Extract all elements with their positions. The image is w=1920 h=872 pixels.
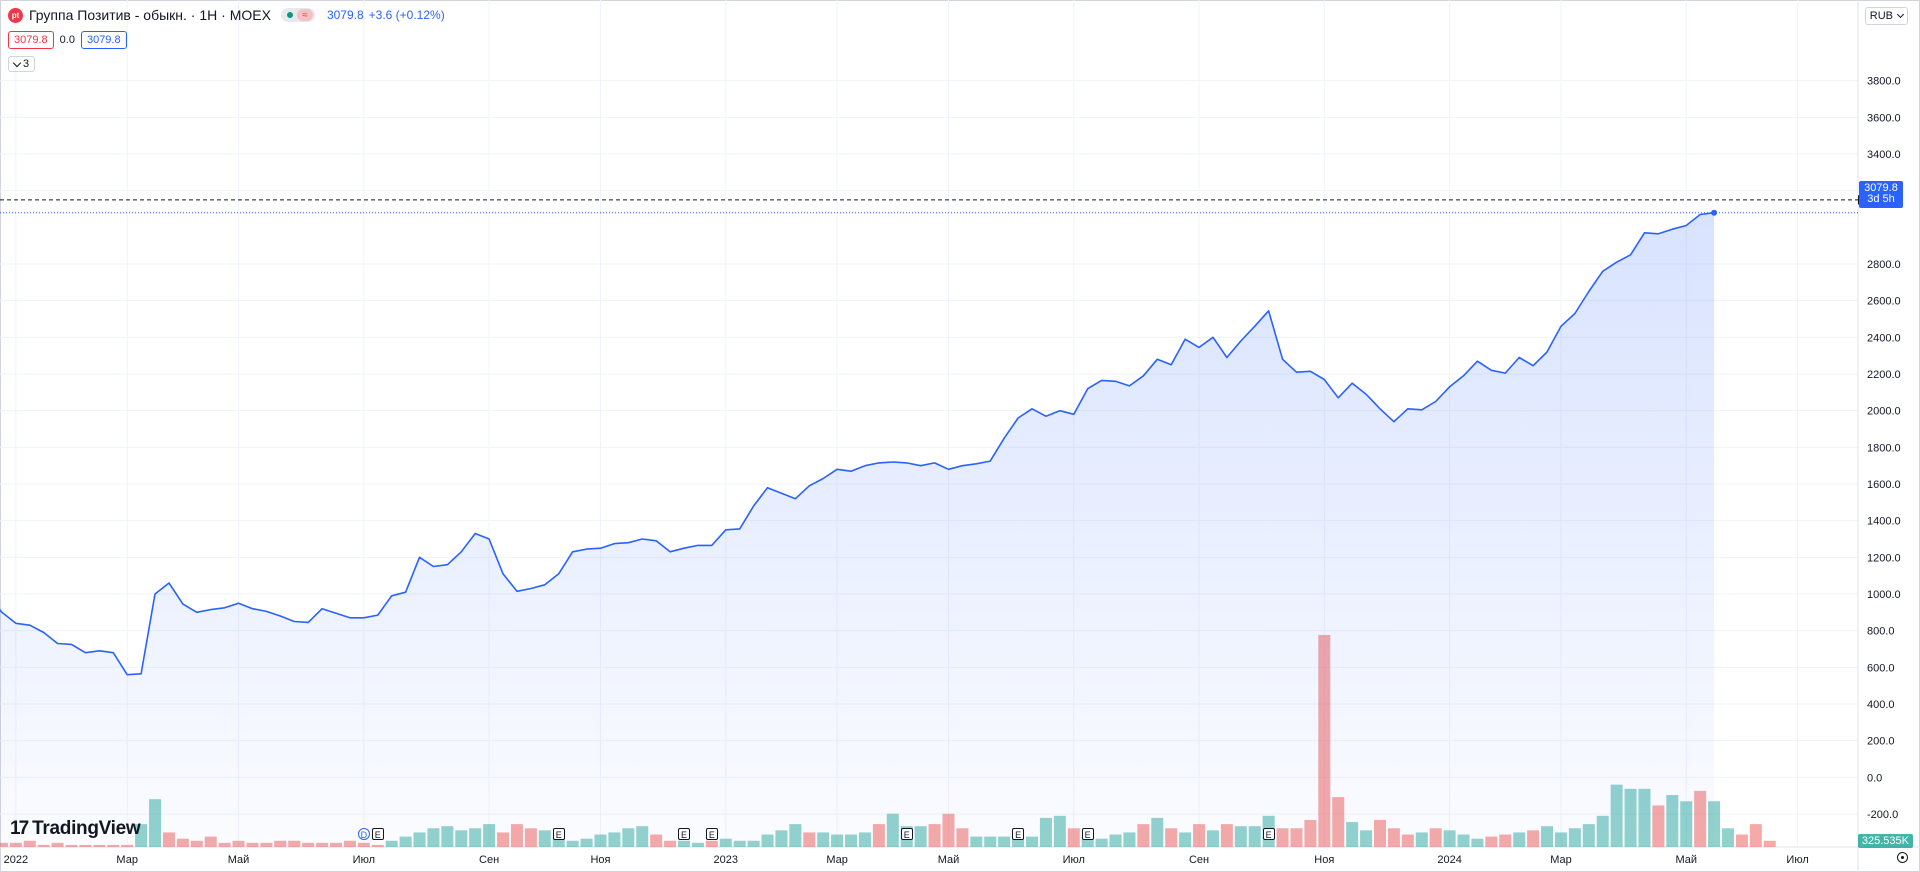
x-tick-label: Май bbox=[938, 854, 960, 866]
y-tick-label: 200.0 bbox=[1867, 736, 1895, 748]
x-tick-label: Мар bbox=[1550, 854, 1572, 866]
x-tick-label: 2023 bbox=[714, 854, 738, 866]
x-tick-label: Июл bbox=[353, 854, 375, 866]
volume-bar bbox=[1763, 840, 1776, 847]
y-tick-label: 2400.0 bbox=[1867, 332, 1901, 344]
earnings-event-marker[interactable]: E bbox=[1262, 828, 1275, 840]
ohlc-legend: 3079.8 0.0 3079.8 bbox=[8, 31, 133, 49]
y-tick-label: 3400.0 bbox=[1867, 149, 1901, 161]
x-tick-label: Ноя bbox=[1314, 854, 1334, 866]
y-tick-label: 1600.0 bbox=[1867, 479, 1901, 491]
earnings-event-marker[interactable]: E bbox=[1081, 828, 1094, 840]
last-price-label: 3079.8 3d 5h bbox=[1859, 181, 1903, 208]
earnings-event-marker[interactable]: E bbox=[1012, 828, 1025, 840]
brand-name: TradingView bbox=[32, 818, 141, 839]
symbol-logo-icon: pt bbox=[8, 7, 23, 23]
reference-lines bbox=[0, 194, 1864, 214]
collapse-indicators-button[interactable]: 3 bbox=[8, 56, 36, 72]
y-tick-label: 400.0 bbox=[1867, 699, 1895, 711]
settings-gear-icon[interactable] bbox=[1897, 852, 1908, 863]
x-tick-label: Июл bbox=[1063, 854, 1085, 866]
x-tick-label: Май bbox=[1675, 854, 1697, 866]
close-value-box: 3079.8 bbox=[80, 31, 127, 49]
y-tick-label: 2600.0 bbox=[1867, 296, 1901, 308]
earnings-event-marker[interactable]: E bbox=[900, 828, 913, 840]
x-tick-label: Мар bbox=[116, 854, 138, 866]
volume-bar bbox=[1749, 824, 1762, 847]
tradingview-mark-icon: 17 bbox=[10, 818, 29, 839]
y-tick-label: 2200.0 bbox=[1867, 369, 1901, 381]
last-price-label-value: 3079.8 bbox=[1864, 182, 1898, 194]
symbol-legend: pt Группа Позитив - обыкн. · 1Н · MOEX ≈… bbox=[8, 7, 445, 23]
earnings-event-marker[interactable]: E bbox=[678, 828, 690, 840]
x-axis[interactable]: 2022 Мар Май Июл Сен Ноя 2023 Мар Май Июл Сен Ноя 20… bbox=[4, 854, 1809, 866]
y-tick-label: 1400.0 bbox=[1867, 516, 1901, 528]
price-area bbox=[0, 209, 1718, 847]
countdown-label: 3d 5h bbox=[1867, 193, 1895, 205]
dividend-event-marker[interactable]: D bbox=[357, 828, 370, 840]
y-tick-label: 1200.0 bbox=[1867, 552, 1901, 564]
symbol-title[interactable]: Группа Позитив - обыкн. · 1Н · MOEX bbox=[29, 7, 271, 23]
mid-value: 0.0 bbox=[59, 34, 75, 46]
y-tick-label: 600.0 bbox=[1867, 662, 1895, 674]
y-tick-label: 1800.0 bbox=[1867, 442, 1901, 454]
x-tick-label: Май bbox=[228, 854, 250, 866]
y-tick-label: 800.0 bbox=[1867, 626, 1895, 638]
x-tick-label: 2022 bbox=[4, 854, 28, 866]
currency-selector[interactable]: RUB bbox=[1864, 7, 1908, 25]
currency-label: RUB bbox=[1869, 10, 1893, 22]
y-tick-label: 2000.0 bbox=[1867, 406, 1901, 418]
earnings-event-marker[interactable]: E bbox=[705, 828, 718, 840]
x-tick-label: Сен bbox=[1189, 854, 1209, 866]
price-area-fill bbox=[0, 212, 1715, 847]
price-change: +3.6 (+0.12%) bbox=[368, 8, 445, 22]
tradingview-logo[interactable]: 17 TradingView bbox=[10, 818, 141, 840]
volume-bar bbox=[1735, 834, 1748, 847]
y-tick-label: 2800.0 bbox=[1867, 259, 1901, 271]
earnings-event-marker[interactable]: E bbox=[371, 828, 384, 840]
y-tick-label: 3800.0 bbox=[1867, 76, 1901, 88]
wave-icon: ≈ bbox=[296, 9, 313, 21]
y-tick-label: 1000.0 bbox=[1867, 589, 1901, 601]
last-price-point bbox=[1711, 209, 1718, 216]
x-tick-label: 2024 bbox=[1437, 854, 1461, 866]
x-tick-label: Сен bbox=[479, 854, 499, 866]
y-tick-label: -200.0 bbox=[1867, 809, 1898, 821]
indicators-toggle-row: 3 bbox=[8, 56, 36, 72]
x-tick-label: Мар bbox=[826, 854, 848, 866]
chevron-down-icon bbox=[1896, 10, 1905, 19]
market-open-icon bbox=[286, 12, 293, 18]
volume-bar bbox=[1722, 828, 1734, 847]
x-tick-label: Ноя bbox=[590, 854, 610, 866]
last-price: 3079.8 bbox=[326, 8, 364, 22]
y-tick-label: 3600.0 bbox=[1867, 112, 1901, 124]
market-status[interactable]: ≈ bbox=[280, 8, 315, 22]
y-axis[interactable]: 3800.03600.03400.03200.02800.02600.02400… bbox=[1867, 76, 1901, 821]
x-tick-label: Июл bbox=[1786, 854, 1808, 866]
open-value-box: 3079.8 bbox=[8, 31, 54, 49]
chevron-down-icon bbox=[12, 58, 22, 67]
price-line bbox=[0, 211, 1715, 676]
volume-value-label: 325.535K bbox=[1857, 834, 1913, 848]
earnings-event-marker[interactable]: E bbox=[552, 828, 565, 840]
indicator-count: 3 bbox=[23, 58, 30, 70]
y-tick-label: 0.0 bbox=[1867, 772, 1882, 784]
